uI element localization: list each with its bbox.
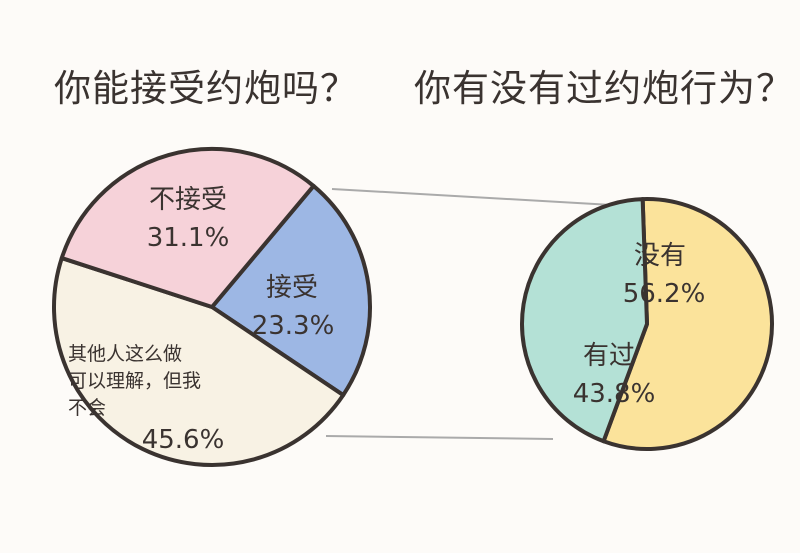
slice-value-no: 56.2%: [623, 279, 706, 309]
slice-label-other-line3: 不会: [68, 397, 106, 419]
slice-value-reject: 31.1%: [147, 223, 230, 253]
slice-label-yes: 有过: [583, 341, 635, 371]
slice-label-reject: 不接受: [149, 185, 227, 215]
connector-line-top: [331, 188, 613, 206]
right-chart-title: 你有没有过约炮行为？: [414, 67, 794, 110]
pie-chart-accept: [52, 147, 372, 467]
pie-slice-accept: [210, 183, 372, 398]
slice-label-no: 没有: [634, 241, 686, 271]
slice-label-other-line2: 可以理解，但我: [68, 370, 201, 392]
slice-value-yes: 43.8%: [573, 379, 656, 409]
left-chart-title: 你能接受约炮吗？: [54, 67, 358, 110]
pie-slice-other: [52, 256, 346, 467]
pie-slice-yes: [520, 197, 649, 444]
pie-slice-reject: [59, 147, 316, 309]
slice-value-accept: 23.3%: [252, 311, 335, 341]
slice-label-accept: 接受: [266, 273, 318, 303]
slice-value-other: 45.6%: [142, 425, 225, 455]
slice-label-other-line1: 其他人这么做: [68, 343, 182, 365]
connector-line-bottom: [325, 435, 554, 440]
pie-chart-experience: [520, 197, 774, 451]
